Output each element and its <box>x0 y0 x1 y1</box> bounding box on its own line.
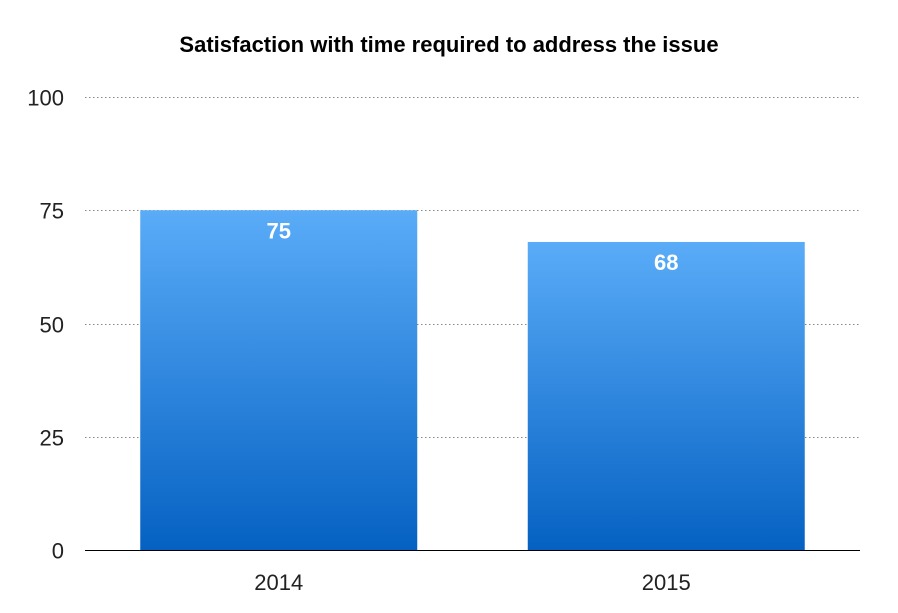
y-tick-label: 25 <box>40 426 64 451</box>
bar <box>527 241 805 550</box>
bar-data-label: 68 <box>654 250 678 275</box>
y-tick-label: 75 <box>40 199 64 224</box>
chart-title: Satisfaction with time required to addre… <box>179 32 719 57</box>
x-tick-label: 2014 <box>254 570 303 595</box>
bar <box>140 210 418 550</box>
y-tick-label: 100 <box>27 86 64 111</box>
bars <box>140 210 805 550</box>
y-tick-label: 0 <box>52 539 64 564</box>
labels: 0 25 50 75 100 75 2014 68 2015 <box>27 86 690 596</box>
x-tick-label: 2015 <box>642 570 691 595</box>
y-tick-label: 50 <box>40 313 64 338</box>
bar-data-label: 75 <box>267 218 291 243</box>
